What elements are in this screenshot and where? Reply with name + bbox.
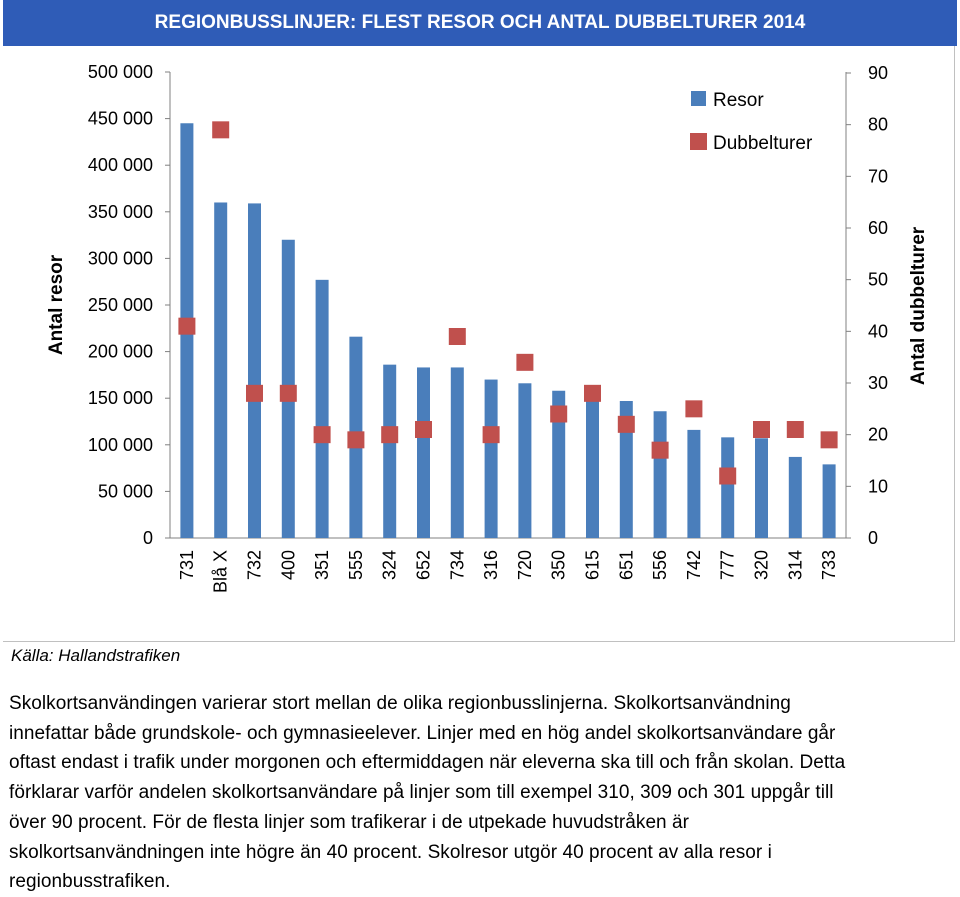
marker-dubbelturer	[719, 467, 737, 485]
paragraph-line: förklarar varför andelen skolkortsanvänd…	[9, 782, 834, 804]
bar-resor	[788, 456, 802, 538]
x-tick-label: 314	[785, 550, 805, 580]
bar-resor	[822, 464, 836, 538]
paragraph-line: skolkortsanvändningen inte högre än 40 p…	[9, 841, 772, 863]
legend-swatch-resor	[691, 91, 706, 106]
y2-tick-label: 80	[868, 115, 888, 135]
x-tick-label: 734	[447, 550, 467, 580]
y-tick-label: 200 000	[88, 342, 153, 362]
marker-dubbelturer	[617, 415, 635, 433]
x-tick-label: 350	[549, 550, 569, 580]
y-tick-label: 50 000	[98, 481, 153, 501]
legend-label-resor: Resor	[713, 90, 764, 111]
y-tick-label: 400 000	[88, 155, 153, 175]
bar-resor	[214, 202, 228, 539]
marker-dubbelturer	[313, 426, 331, 444]
x-tick-label: 731	[177, 550, 197, 580]
marker-dubbelturer	[178, 317, 196, 335]
legend-swatch-dubbelturer	[690, 133, 707, 150]
y2-tick-label: 20	[868, 425, 888, 445]
x-tick-label: 615	[583, 550, 603, 580]
chart-title: REGIONBUSSLINJER: FLEST RESOR OCH ANTAL …	[3, 0, 957, 46]
body-paragraph: Skolkortsanvändingen varierar stort mell…	[9, 689, 954, 897]
bar-resor	[383, 364, 397, 538]
x-tick-label: 742	[684, 550, 704, 580]
x-tick-label: 733	[819, 550, 839, 580]
legend-label-dubbelturer: Dubbelturer	[713, 133, 813, 154]
marker-dubbelturer	[279, 384, 297, 402]
y2-tick-label: 30	[868, 373, 888, 393]
y2-tick-label: 10	[868, 476, 888, 496]
bar-resor	[417, 367, 430, 538]
marker-dubbelturer	[753, 421, 770, 438]
x-tick-label: Blå X	[211, 550, 231, 593]
bar-resor	[619, 400, 633, 538]
marker-dubbelturer	[246, 384, 263, 402]
bar-resor	[248, 203, 261, 539]
marker-dubbelturer	[516, 353, 534, 371]
x-tick-label: 556	[650, 550, 670, 580]
marker-dubbelturer	[212, 121, 230, 139]
bar-resor	[687, 429, 701, 538]
marker-dubbelturer	[786, 421, 804, 438]
source-note: Källa: Hallandstrafiken	[11, 646, 181, 665]
y2-tick-label: 70	[868, 166, 888, 186]
paragraph-line: regionbusstrafiken.	[9, 871, 171, 893]
x-tick-label: 324	[380, 550, 400, 580]
bar-resor	[552, 390, 566, 538]
bar-resor	[484, 379, 498, 538]
x-tick-label: 316	[481, 550, 501, 580]
marker-dubbelturer	[584, 384, 601, 402]
y-tick-label: 500 000	[88, 62, 153, 82]
x-tick-label: 652	[414, 550, 434, 580]
paragraph-line: Skolkortsanvändingen varierar stort mell…	[9, 693, 791, 714]
x-tick-label: 351	[312, 550, 332, 580]
bar-resor	[755, 438, 768, 538]
y2-tick-label: 60	[868, 218, 888, 238]
y-tick-label: 300 000	[88, 248, 153, 268]
marker-dubbelturer	[347, 431, 365, 449]
paragraph-line: innefattar både grundskole- och gymnasie…	[9, 722, 836, 744]
y-axis-title: Antal resor	[46, 254, 67, 355]
marker-dubbelturer	[482, 426, 500, 444]
y-tick-label: 450 000	[88, 109, 153, 129]
y2-tick-label: 40	[868, 321, 888, 341]
x-tick-label: 777	[718, 550, 738, 580]
x-tick-label: 400	[278, 550, 298, 580]
bar-resor	[653, 411, 667, 538]
bar-resor	[586, 396, 599, 538]
chart-frame	[3, 46, 955, 642]
y-tick-label: 0	[143, 528, 153, 548]
bar-resor	[518, 383, 532, 538]
bar-resor	[315, 279, 329, 538]
paragraph-line: över 90 procent. För de flesta linjer so…	[9, 811, 689, 833]
y2-tick-label: 90	[868, 63, 888, 83]
y-tick-label: 100 000	[88, 435, 153, 455]
paragraph-line: oftast endast i trafik under morgonen oc…	[9, 752, 846, 774]
x-tick-label: 732	[245, 550, 265, 580]
bar-resor	[721, 437, 735, 538]
marker-dubbelturer	[415, 421, 432, 438]
y-tick-label: 250 000	[88, 295, 153, 315]
x-tick-label: 555	[346, 550, 366, 580]
combo-chart: 0 50 000 100 000 150 000 200 000 250 000 300 0…	[46, 62, 929, 593]
marker-dubbelturer	[651, 441, 669, 459]
marker-dubbelturer	[381, 426, 399, 444]
marker-dubbelturer	[820, 431, 838, 449]
x-tick-label: 320	[752, 550, 772, 580]
y2-tick-label: 50	[868, 270, 888, 290]
x-tick-label: 720	[515, 550, 535, 580]
y2-axis-title: Antal dubbelturer	[908, 226, 929, 385]
y-tick-label: 350 000	[88, 202, 153, 222]
bar-resor	[450, 367, 464, 538]
y2-tick-label: 0	[868, 528, 878, 548]
marker-dubbelturer	[685, 400, 703, 418]
marker-dubbelturer	[550, 405, 568, 423]
x-tick-label: 651	[616, 550, 636, 580]
marker-dubbelturer	[448, 328, 466, 345]
y-tick-label: 150 000	[88, 388, 153, 408]
